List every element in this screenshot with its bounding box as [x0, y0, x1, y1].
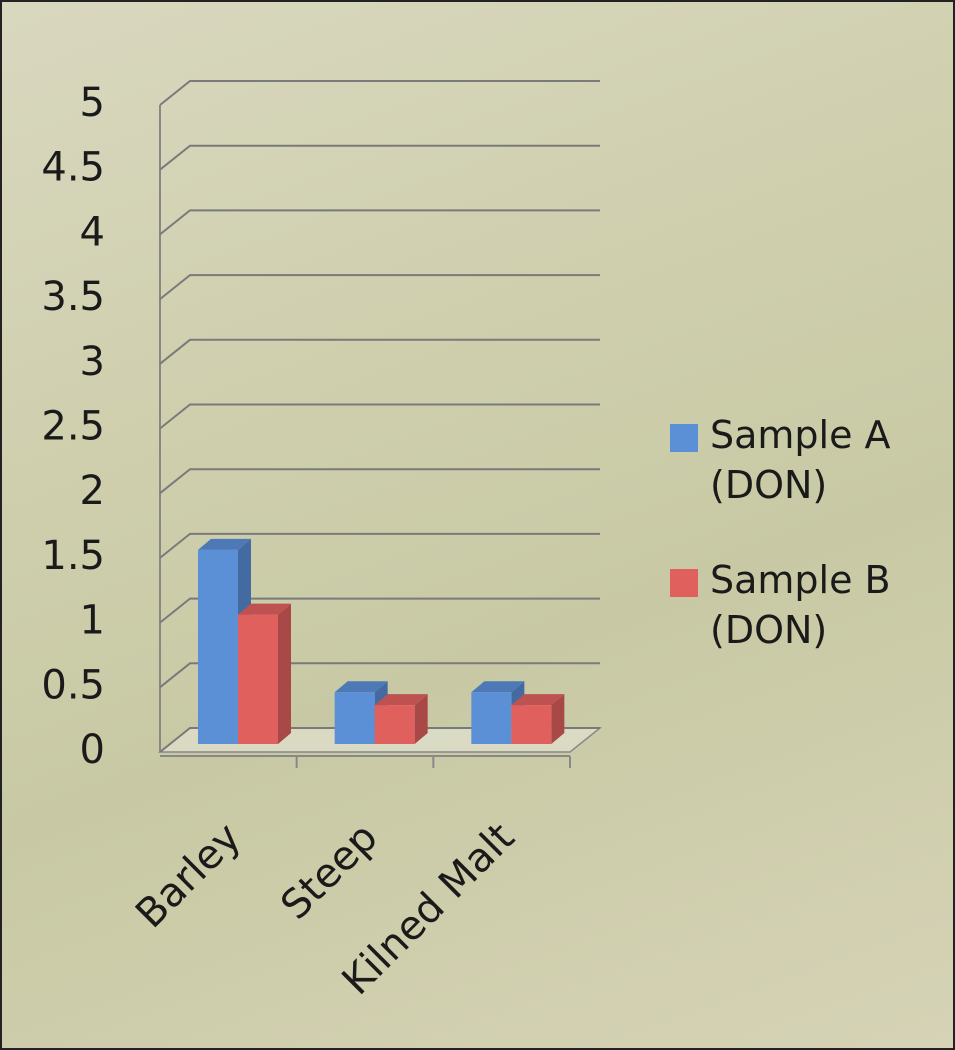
y-tick-label: 0.5 [41, 662, 105, 708]
y-tick-label: 2 [80, 468, 105, 514]
bar [511, 705, 551, 744]
grid-line [160, 340, 600, 364]
y-tick-label: 5 [80, 80, 105, 126]
y-tick-label: 4 [80, 209, 105, 255]
bar [375, 705, 415, 744]
chart: 00.511.522.533.544.55BarleySteepKilned M… [0, 0, 955, 1050]
x-tick-label: Steep [272, 814, 386, 928]
y-tick-label: 3.5 [41, 274, 105, 320]
y-tick-label: 3 [80, 339, 105, 385]
y-tick-label: 4.5 [41, 145, 105, 191]
grid-line [160, 146, 600, 170]
legend-swatch [670, 569, 698, 597]
y-tick-label: 1.5 [41, 533, 105, 579]
legend-label: Sample B (DON) [710, 555, 940, 655]
bar [238, 615, 278, 744]
x-tick-label: Barley [127, 814, 250, 937]
legend-label: Sample A (DON) [710, 410, 940, 510]
grid-line [160, 275, 600, 299]
chart-page: 00.511.522.533.544.55BarleySteepKilned M… [0, 0, 955, 1050]
bar-side [278, 604, 291, 744]
grid-line [160, 469, 600, 493]
bar [471, 692, 511, 744]
bar [335, 692, 375, 744]
y-tick-label: 0 [80, 727, 105, 773]
grid-line [160, 81, 600, 105]
grid-line [160, 210, 600, 234]
y-tick-label: 1 [80, 598, 105, 644]
grid-line [160, 405, 600, 429]
legend-swatch [670, 424, 698, 452]
bar [198, 550, 238, 744]
y-tick-label: 2.5 [41, 404, 105, 450]
